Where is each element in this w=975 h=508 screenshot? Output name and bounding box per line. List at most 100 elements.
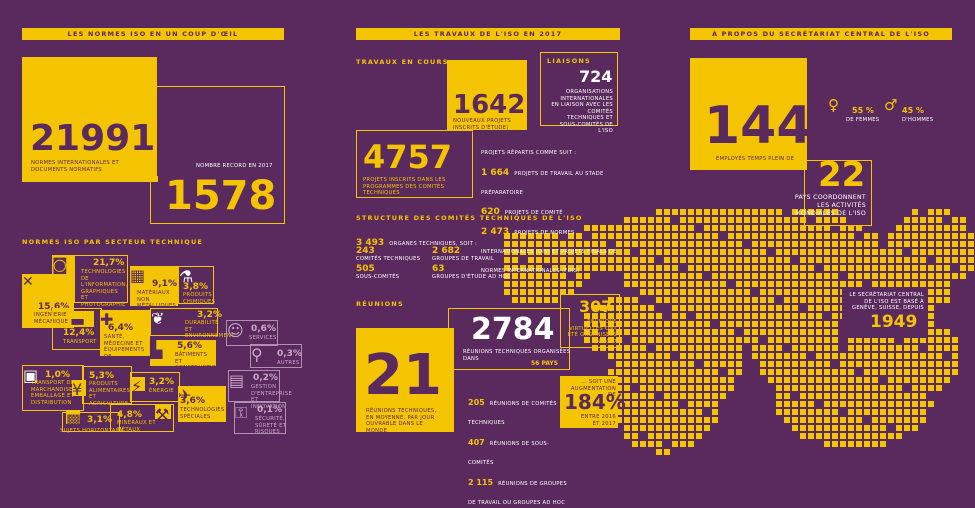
map-pixel [704, 265, 710, 271]
map-pixel [648, 289, 654, 295]
map-pixel [888, 393, 894, 399]
map-pixel [768, 281, 774, 287]
map-pixel [816, 273, 822, 279]
map-pixel [776, 321, 782, 327]
map-pixel [920, 241, 926, 247]
map-pixel [872, 377, 878, 383]
map-pixel [808, 321, 814, 327]
map-pixel [944, 289, 950, 295]
map-pixel [624, 257, 630, 263]
map-pixel [536, 289, 542, 295]
men-pct: 45 % [902, 106, 924, 115]
map-pixel [536, 249, 542, 255]
building-icon: ▙ [150, 340, 163, 359]
map-pixel [840, 225, 846, 231]
map-pixel [824, 377, 830, 383]
map-pixel [808, 337, 814, 343]
sector-transport-label: TRANSPORT [63, 339, 97, 345]
map-pixel [664, 377, 670, 383]
map-pixel [760, 241, 766, 247]
map-pixel [936, 209, 942, 215]
map-pixel [896, 401, 902, 407]
map-pixel [552, 233, 558, 239]
map-pixel [744, 233, 750, 239]
map-pixel [896, 225, 902, 231]
sector-goods-label: TRANSPORT DE MARCHANDISES, EMBALLAGE ET … [31, 380, 79, 406]
map-pixel [776, 249, 782, 255]
map-pixel [936, 289, 942, 295]
structure-total: 3 493 ORGANES TECHNIQUES, SOIT : [356, 238, 478, 248]
map-pixel [696, 297, 702, 303]
tech-meetings-box: 2784 RÉUNIONS TECHNIQUES ORGANISÉES DANS… [448, 308, 570, 370]
map-pixel [648, 241, 654, 247]
map-pixel [808, 401, 814, 407]
map-pixel [584, 329, 590, 335]
map-pixel [784, 265, 790, 271]
map-pixel [736, 281, 742, 287]
map-pixel [888, 273, 894, 279]
map-pixel [800, 369, 806, 375]
map-pixel [680, 289, 686, 295]
map-pixel [688, 289, 694, 295]
map-pixel [864, 401, 870, 407]
map-pixel [856, 353, 862, 359]
map-pixel [928, 385, 934, 391]
map-pixel [696, 433, 702, 439]
map-pixel [640, 321, 646, 327]
map-pixel [824, 369, 830, 375]
map-pixel [960, 257, 966, 263]
map-pixel [720, 329, 726, 335]
sector-mech-box: ✕ 15,6% INGÉNIERIE MÉCANIQUE [22, 274, 74, 328]
map-pixel [912, 241, 918, 247]
map-pixel [584, 265, 590, 271]
map-pixel [712, 257, 718, 263]
map-pixel [776, 377, 782, 383]
map-pixel [912, 337, 918, 343]
map-pixel [880, 401, 886, 407]
map-pixel [592, 329, 598, 335]
map-pixel [936, 345, 942, 351]
map-pixel [616, 241, 622, 247]
map-pixel [608, 345, 614, 351]
map-pixel [856, 345, 862, 351]
sector-env-pct: 3,2% [197, 310, 222, 320]
map-pixel [664, 385, 670, 391]
map-pixel [632, 337, 638, 343]
virtual-meetings-label: RÉUNIONS VIRTUELLES ONT ÉTÉ ORGANISÉES E… [567, 319, 617, 345]
map-pixel [856, 409, 862, 415]
map-pixel [808, 273, 814, 279]
map-pixel [760, 297, 766, 303]
sector-chem-box: ⚗ 3,8% PRODUITS CHIMIQUES [178, 266, 216, 305]
map-pixel [640, 305, 646, 311]
map-pixel [616, 233, 622, 239]
map-pixel [816, 377, 822, 383]
women-label: DE FEMMES [846, 117, 880, 123]
map-pixel [552, 249, 558, 255]
map-pixel [744, 225, 750, 231]
map-pixel [840, 233, 846, 239]
map-pixel [608, 321, 614, 327]
liaisons-value: 724 [579, 67, 613, 86]
map-pixel [520, 297, 526, 303]
map-pixel [688, 417, 694, 423]
map-pixel [808, 281, 814, 287]
map-pixel [560, 273, 566, 279]
map-pixel [896, 281, 902, 287]
sector-chem-label: PRODUITS CHIMIQUES [183, 292, 216, 305]
map-pixel [624, 241, 630, 247]
map-pixel [600, 257, 606, 263]
map-pixel [544, 297, 550, 303]
map-pixel [664, 353, 670, 359]
map-pixel [600, 345, 606, 351]
map-pixel [928, 281, 934, 287]
map-pixel [704, 217, 710, 223]
lock-icon: ⚿ [235, 403, 248, 422]
map-pixel [768, 297, 774, 303]
map-pixel [608, 329, 614, 335]
map-pixel [648, 313, 654, 319]
meetings-breakdown: 205 RÉUNIONS DE COMITÉS TECHNIQUES 407 R… [468, 390, 568, 508]
map-pixel [824, 257, 830, 263]
map-pixel [784, 297, 790, 303]
map-pixel [688, 377, 694, 383]
tech-meetings-value: 2784 [471, 312, 555, 347]
